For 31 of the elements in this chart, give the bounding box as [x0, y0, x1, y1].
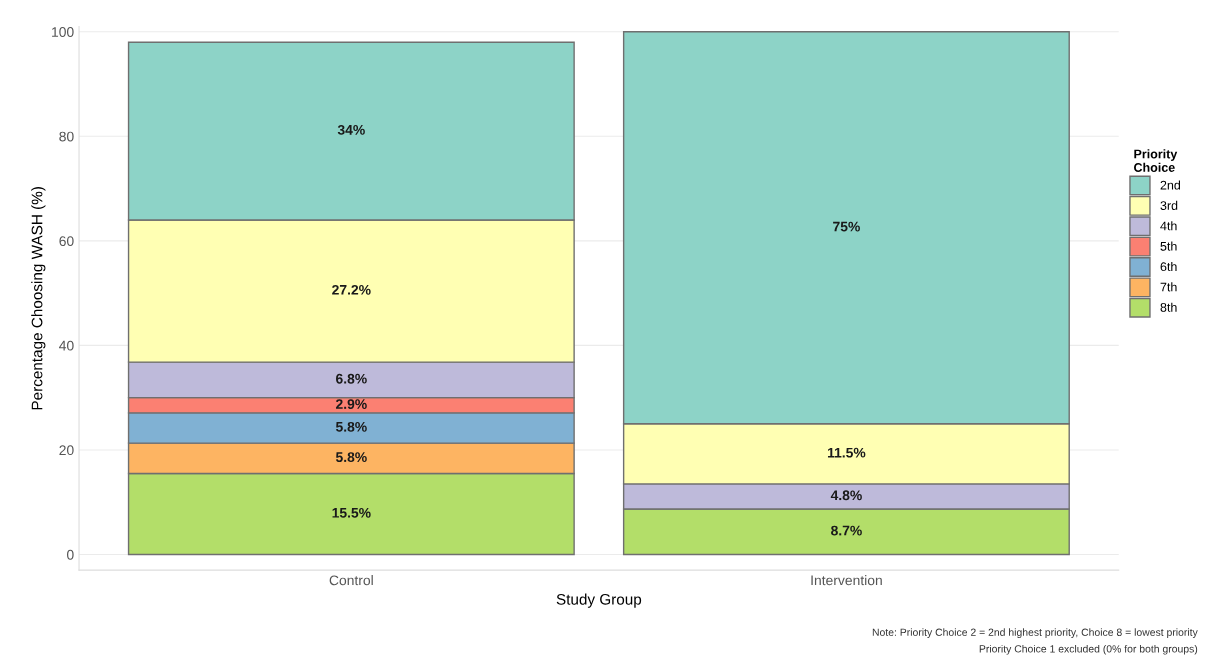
x-tick-label: Intervention: [811, 575, 882, 586]
legend-title: Priority Choice: [1134, 149, 1178, 172]
y-tick-label: 100: [52, 27, 74, 37]
y-axis-title: Percentage Choosing WASH (%): [31, 187, 46, 410]
y-tick-label: 60: [59, 236, 74, 247]
legend-label: 6th: [1160, 261, 1177, 272]
data-label: 15.5%: [332, 507, 371, 518]
data-label: 8.7%: [831, 525, 862, 536]
legend-label: 5th: [1160, 241, 1177, 251]
legend-label: 2nd: [1160, 180, 1181, 190]
data-label: 27.2%: [332, 284, 371, 295]
data-label: 11.5%: [827, 447, 866, 458]
y-tick-label: 80: [59, 131, 74, 142]
data-label: 34%: [337, 124, 365, 135]
data-label: 6.8%: [336, 373, 367, 384]
data-label: 75%: [833, 221, 860, 232]
text: Note: Priority Choice 2 = 2nd highest priority, Choice 8 = lowest priority: [872, 628, 1198, 639]
legend-label: 8th: [1160, 302, 1177, 312]
x-axis-title: Study Group: [556, 593, 642, 608]
legend-label: 7th: [1160, 282, 1177, 292]
y-tick-label: 0: [67, 549, 74, 560]
text: Priority Choice 1 excluded (0% for both groups): [979, 644, 1198, 655]
data-label: 4.8%: [830, 490, 862, 501]
data-label: 5.8%: [335, 452, 367, 463]
y-tick-label: 20: [59, 445, 74, 456]
legend-label: 3rd: [1160, 200, 1178, 210]
y-tick-label: 40: [59, 340, 74, 351]
legend-label: 4th: [1160, 221, 1177, 231]
x-tick-label: Control: [329, 575, 373, 586]
data-label: 5.8%: [335, 421, 367, 432]
data-label: 2.9%: [335, 399, 367, 409]
